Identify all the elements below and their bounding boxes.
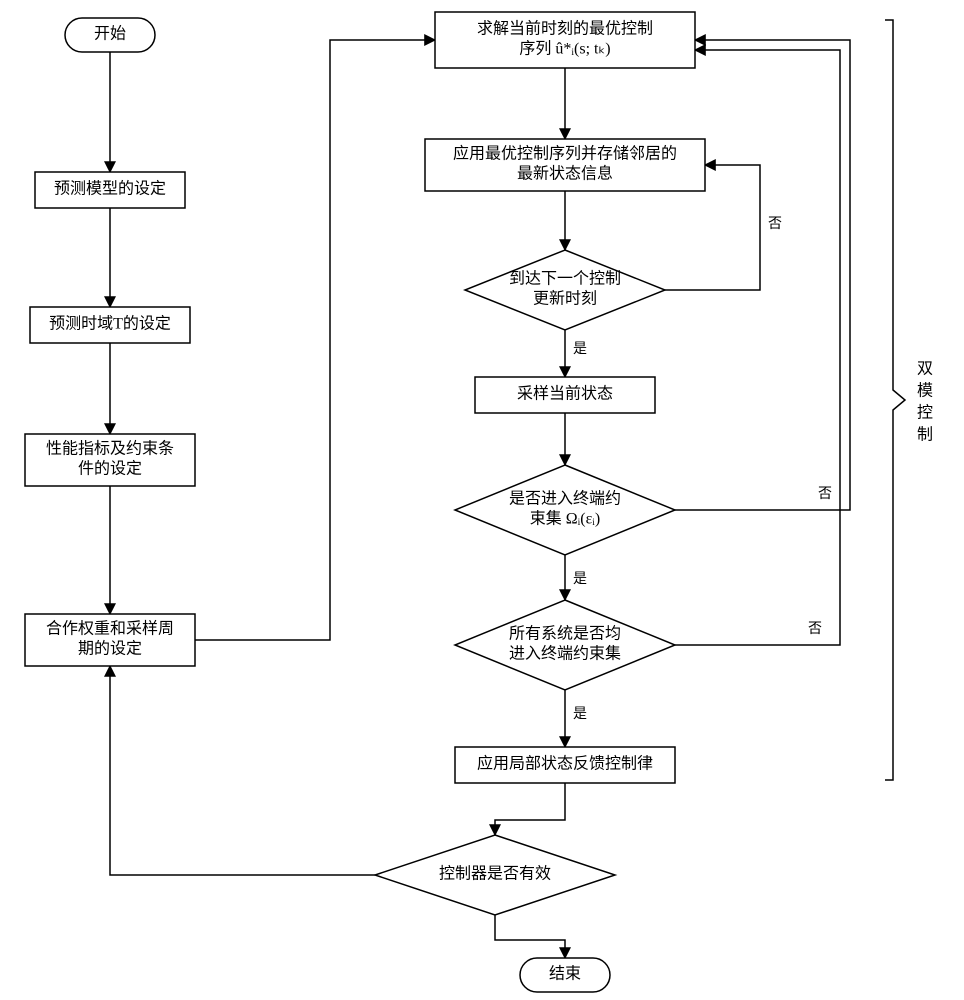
- edge-16: [110, 666, 375, 875]
- svg-text:期的设定: 期的设定: [78, 640, 142, 658]
- edge-14: [495, 783, 565, 835]
- svg-text:件的设定: 件的设定: [78, 460, 142, 478]
- node-R1: 求解当前时刻的最优控制序列 û*ᵢ(s; tₖ): [435, 12, 695, 68]
- svg-text:预测时域T的设定: 预测时域T的设定: [49, 315, 171, 333]
- svg-text:是: 是: [573, 572, 587, 587]
- node-R4: 应用局部状态反馈控制律: [455, 747, 675, 783]
- node-D4: 控制器是否有效: [375, 835, 615, 915]
- svg-text:是: 是: [573, 342, 587, 357]
- svg-text:采样当前状态: 采样当前状态: [517, 385, 613, 403]
- node-R2: 应用最优控制序列并存储邻居的最新状态信息: [425, 139, 705, 191]
- node-L2: 预测时域T的设定: [30, 307, 190, 343]
- svg-text:求解当前时刻的最优控制: 求解当前时刻的最优控制: [477, 20, 653, 38]
- svg-text:更新时刻: 更新时刻: [533, 290, 597, 308]
- svg-text:束集 Ωᵢ(εᵢ): 束集 Ωᵢ(εᵢ): [530, 510, 601, 528]
- svg-text:开始: 开始: [94, 25, 126, 43]
- node-D2: 是否进入终端约束集 Ωᵢ(εᵢ): [455, 465, 675, 555]
- bracket-label: 制: [917, 426, 933, 444]
- bracket: [885, 20, 905, 780]
- edge-7: 是: [565, 330, 587, 377]
- svg-text:控制器是否有效: 控制器是否有效: [439, 865, 551, 883]
- node-end: 结束: [520, 958, 610, 992]
- svg-text:否: 否: [768, 217, 782, 232]
- svg-text:是: 是: [573, 707, 587, 722]
- svg-text:到达下一个控制: 到达下一个控制: [509, 270, 621, 288]
- edge-12: 是: [565, 690, 587, 747]
- bracket-label: 控: [917, 404, 933, 422]
- svg-text:预测模型的设定: 预测模型的设定: [54, 180, 166, 198]
- svg-text:性能指标及约束条: 性能指标及约束条: [46, 440, 174, 458]
- edge-15: [495, 915, 565, 958]
- svg-text:否: 否: [808, 622, 822, 637]
- node-L4: 合作权重和采样周期的设定: [25, 614, 195, 666]
- svg-text:合作权重和采样周: 合作权重和采样周: [46, 620, 174, 638]
- node-L3: 性能指标及约束条件的设定: [25, 434, 195, 486]
- svg-text:所有系统是否均: 所有系统是否均: [509, 625, 621, 643]
- edge-4: [195, 40, 435, 640]
- node-L1: 预测模型的设定: [35, 172, 185, 208]
- node-D3: 所有系统是否均进入终端约束集: [455, 600, 675, 690]
- svg-text:序列 û*ᵢ(s; tₖ): 序列 û*ᵢ(s; tₖ): [519, 40, 610, 58]
- svg-text:进入终端约束集: 进入终端约束集: [509, 645, 621, 663]
- edge-11: 否: [675, 40, 850, 510]
- svg-text:否: 否: [818, 487, 832, 502]
- edge-10: 是: [565, 555, 587, 600]
- svg-text:应用最优控制序列并存储邻居的: 应用最优控制序列并存储邻居的: [453, 144, 677, 163]
- node-R3: 采样当前状态: [475, 377, 655, 413]
- svg-text:结束: 结束: [549, 965, 581, 983]
- bracket-label: 双: [917, 361, 933, 378]
- node-D1: 到达下一个控制更新时刻: [465, 250, 665, 330]
- svg-text:是否进入终端约: 是否进入终端约: [509, 490, 621, 508]
- svg-text:应用局部状态反馈控制律: 应用局部状态反馈控制律: [477, 754, 653, 773]
- svg-text:最新状态信息: 最新状态信息: [517, 165, 613, 183]
- bracket-label: 模: [917, 382, 933, 400]
- node-start: 开始: [65, 18, 155, 52]
